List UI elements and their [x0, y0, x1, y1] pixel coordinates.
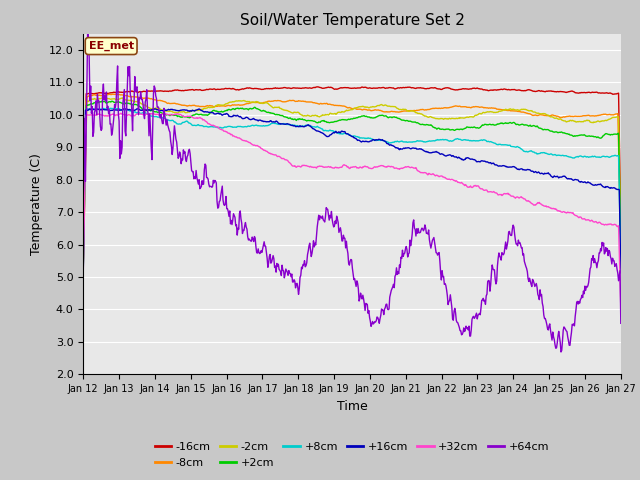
- +32cm: [418, 169, 426, 175]
- -2cm: [434, 116, 442, 121]
- +2cm: [228, 107, 236, 112]
- +64cm: [84, 23, 92, 29]
- +64cm: [79, 200, 87, 206]
- -8cm: [418, 107, 426, 112]
- Line: +2cm: +2cm: [83, 101, 621, 272]
- Line: +16cm: +16cm: [83, 108, 621, 275]
- +64cm: [90, 129, 97, 135]
- Y-axis label: Temperature (C): Temperature (C): [30, 153, 43, 255]
- -2cm: [617, 235, 625, 240]
- +64cm: [434, 252, 442, 258]
- -16cm: [314, 84, 322, 90]
- +64cm: [200, 181, 207, 187]
- -8cm: [200, 104, 207, 109]
- -8cm: [89, 92, 97, 98]
- +2cm: [418, 121, 426, 127]
- +2cm: [617, 245, 625, 251]
- -16cm: [227, 86, 235, 92]
- +64cm: [557, 349, 565, 355]
- -16cm: [418, 85, 426, 91]
- +16cm: [200, 109, 207, 115]
- +16cm: [90, 107, 97, 112]
- +2cm: [200, 112, 207, 118]
- +64cm: [145, 133, 153, 139]
- +32cm: [200, 117, 207, 122]
- +16cm: [418, 146, 426, 152]
- -2cm: [145, 105, 153, 110]
- +8cm: [434, 137, 442, 143]
- -2cm: [418, 111, 426, 117]
- -8cm: [145, 96, 153, 101]
- -16cm: [199, 87, 207, 93]
- Line: -16cm: -16cm: [83, 87, 621, 266]
- -2cm: [102, 95, 109, 100]
- Text: EE_met: EE_met: [88, 41, 134, 51]
- +2cm: [434, 126, 442, 132]
- +32cm: [79, 274, 87, 279]
- Line: +64cm: +64cm: [83, 26, 621, 352]
- +32cm: [134, 110, 142, 116]
- +32cm: [89, 112, 97, 118]
- +8cm: [89, 107, 97, 113]
- -2cm: [228, 99, 236, 105]
- X-axis label: Time: Time: [337, 400, 367, 413]
- +8cm: [418, 138, 426, 144]
- +8cm: [145, 112, 153, 118]
- Line: +8cm: +8cm: [83, 108, 621, 274]
- +8cm: [79, 271, 87, 277]
- +16cm: [617, 270, 625, 276]
- Legend: -16cm, -8cm, -2cm, +2cm, +8cm, +16cm, +32cm, +64cm: -16cm, -8cm, -2cm, +2cm, +8cm, +16cm, +3…: [150, 438, 554, 472]
- -8cm: [228, 102, 236, 108]
- +2cm: [89, 101, 97, 107]
- +2cm: [79, 269, 87, 275]
- Title: Soil/Water Temperature Set 2: Soil/Water Temperature Set 2: [239, 13, 465, 28]
- +2cm: [100, 98, 108, 104]
- Line: +32cm: +32cm: [83, 113, 621, 307]
- +8cm: [106, 106, 114, 111]
- -16cm: [434, 86, 442, 92]
- +8cm: [200, 124, 207, 130]
- Line: -8cm: -8cm: [83, 94, 621, 268]
- +64cm: [228, 222, 236, 228]
- +16cm: [88, 106, 95, 111]
- +64cm: [617, 321, 625, 326]
- -16cm: [145, 88, 152, 94]
- +8cm: [617, 260, 625, 265]
- -8cm: [79, 265, 87, 271]
- +16cm: [228, 114, 236, 120]
- +8cm: [228, 124, 236, 130]
- Line: -2cm: -2cm: [83, 97, 621, 270]
- -16cm: [89, 91, 97, 96]
- +32cm: [228, 132, 236, 137]
- -8cm: [434, 106, 442, 111]
- +16cm: [145, 107, 153, 113]
- -2cm: [89, 96, 97, 102]
- +64cm: [418, 225, 426, 231]
- +16cm: [434, 149, 442, 155]
- +32cm: [434, 173, 442, 179]
- -2cm: [79, 267, 87, 273]
- +32cm: [617, 304, 625, 310]
- -16cm: [617, 220, 625, 226]
- -16cm: [79, 264, 87, 269]
- +2cm: [145, 107, 153, 113]
- +32cm: [145, 111, 153, 117]
- +16cm: [79, 272, 87, 277]
- -2cm: [200, 106, 207, 111]
- -8cm: [617, 240, 625, 246]
- -8cm: [109, 91, 117, 97]
